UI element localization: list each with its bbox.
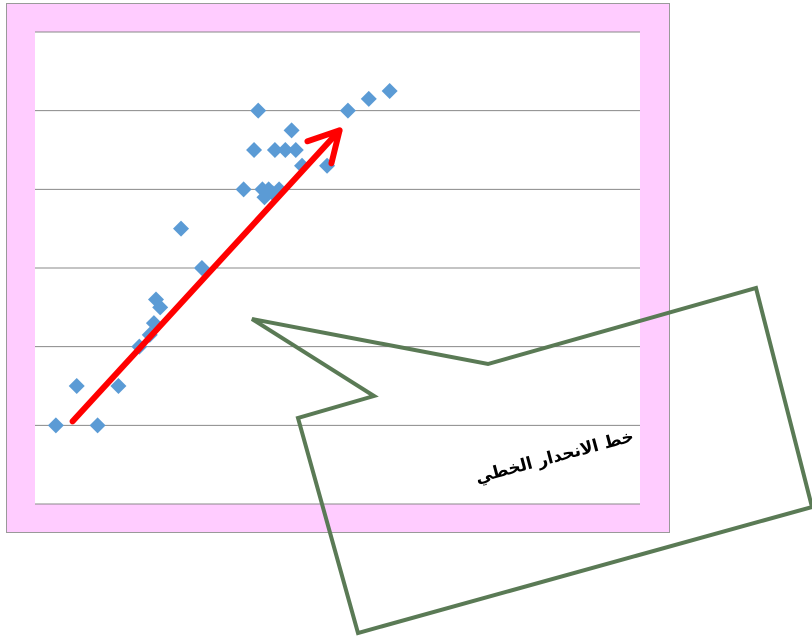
data-point-11	[235, 181, 252, 198]
regression-arrow	[69, 127, 343, 425]
data-point-8	[152, 299, 169, 316]
data-point-0	[47, 417, 64, 434]
data-point-20	[277, 142, 294, 158]
data-point-18	[266, 142, 283, 158]
data-point-2	[89, 417, 106, 434]
regression-arrow-head	[304, 127, 343, 167]
data-point-1	[68, 378, 85, 394]
regression-arrow-shaft	[69, 127, 343, 425]
data-point-26	[360, 90, 377, 107]
data-point-25	[339, 102, 356, 119]
data-point-21	[283, 122, 300, 139]
data-point-22	[287, 142, 304, 158]
data-point-3	[110, 378, 127, 394]
data-point-13	[250, 102, 267, 119]
callout-shape	[250, 285, 812, 636]
data-point-9	[173, 220, 190, 237]
data-point-12	[246, 142, 263, 158]
data-point-27	[381, 83, 398, 99]
